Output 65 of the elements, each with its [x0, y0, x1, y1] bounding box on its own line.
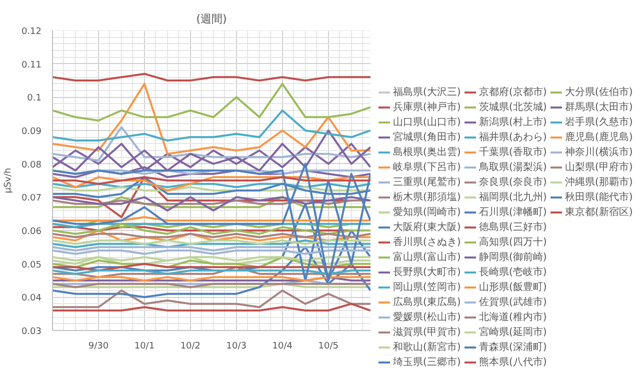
- legend-label: 栃木県(那須塩): [393, 190, 461, 204]
- legend-label: 福井県(あわら): [479, 130, 547, 144]
- y-axis-title: μSv/h: [3, 168, 14, 194]
- legend-label: 和歌山(新宮市): [393, 340, 461, 354]
- legend-label: 宮城県(角田市): [393, 130, 461, 144]
- legend-label: 静岡県(御前崎): [479, 250, 547, 264]
- legend-label: 滋賀県(甲賀市): [393, 326, 461, 339]
- legend-label: 群馬県(太田市): [565, 100, 633, 114]
- legend-label: 徳島県(三好市): [479, 220, 547, 234]
- x-tick-label: 10/5: [318, 342, 338, 352]
- legend-label: 岩手県(久慈市): [565, 116, 633, 129]
- legend-label: 愛知県(岡崎市): [393, 206, 461, 219]
- legend-label: 広島県(東広島): [393, 296, 461, 309]
- legend-label: 兵庫県(神戸市): [393, 100, 461, 114]
- chart-title: (週間): [196, 12, 227, 26]
- legend-label: 岐阜県(下呂市): [393, 160, 461, 174]
- legend-label: 埼玉県(三郷市): [393, 356, 461, 369]
- legend-label: 山口県(山口市): [393, 116, 461, 129]
- legend-label: 岡山県(笠岡市): [393, 280, 461, 294]
- x-tick-label: 9/30: [88, 342, 109, 352]
- legend-label: 熊本県(八代市): [479, 356, 547, 369]
- legend-label: 千葉県(香取市): [479, 146, 547, 159]
- x-tick-label: 10/3: [226, 342, 247, 352]
- legend-label: 鹿児島(鹿児島): [565, 130, 633, 144]
- legend-label: 鳥取県(湯梨浜): [479, 160, 547, 174]
- legend-label: 福岡県(北九州): [479, 190, 547, 204]
- x-tick-label: 10/1: [134, 342, 155, 352]
- y-tick-label: 0.1: [27, 94, 42, 104]
- legend-label: 東京都(新宿区): [565, 206, 633, 219]
- legend-label: 京都府(京都市): [479, 86, 547, 99]
- legend-label: 沖縄県(那覇市): [565, 176, 633, 189]
- legend-label: 山梨県(甲府市): [565, 160, 633, 174]
- legend-label: 富山県(富山市): [393, 250, 461, 264]
- y-tick-label: 0.12: [21, 27, 42, 37]
- y-tick-label: 0.08: [21, 160, 42, 170]
- legend-label: 新潟県(村上市): [479, 116, 547, 129]
- legend-label: 宮崎県(延岡市): [479, 326, 547, 339]
- legend-label: 大分県(佐伯市): [565, 86, 633, 99]
- legend-label: 茨城県(北茨城): [479, 100, 547, 114]
- legend-label: 北海道(稚内市): [479, 310, 547, 324]
- legend-label: 山形県(飯豊町): [479, 280, 547, 294]
- legend-label: 高知県(四万十): [479, 236, 547, 249]
- y-tick-label: 0.05: [21, 260, 42, 270]
- legend-label: 香川県(さぬき): [393, 236, 461, 249]
- legend-label: 神奈川(横浜市): [565, 146, 633, 159]
- y-tick-label: 0.11: [21, 60, 42, 70]
- y-tick-label: 0.07: [21, 194, 42, 204]
- legend-label: 長崎県(壱岐市): [479, 266, 547, 279]
- legend-label: 愛媛県(松山市): [393, 310, 461, 324]
- y-tick-label: 0.03: [21, 327, 42, 337]
- legend-label: 青森県(深浦町): [479, 340, 547, 354]
- y-tick-label: 0.04: [21, 294, 42, 304]
- legend-label: 奈良県(奈良市): [479, 176, 547, 189]
- legend-label: 三重県(尾鷲市): [393, 176, 461, 189]
- y-tick-label: 0.06: [21, 227, 42, 237]
- legend-label: 秋田県(能代市): [565, 190, 633, 204]
- legend-label: 石川県(津幡町): [479, 206, 547, 219]
- y-tick-label: 0.09: [21, 127, 42, 137]
- legend-label: 大阪府(東大阪): [393, 220, 461, 234]
- legend-label: 佐賀県(武雄市): [479, 296, 547, 309]
- x-tick-label: 10/4: [272, 342, 293, 352]
- legend-label: 福島県(大沢三): [393, 86, 461, 99]
- legend-label: 島根県(奥出雲): [393, 146, 461, 159]
- legend-label: 長野県(大町市): [393, 266, 461, 279]
- x-tick-label: 10/2: [180, 342, 201, 352]
